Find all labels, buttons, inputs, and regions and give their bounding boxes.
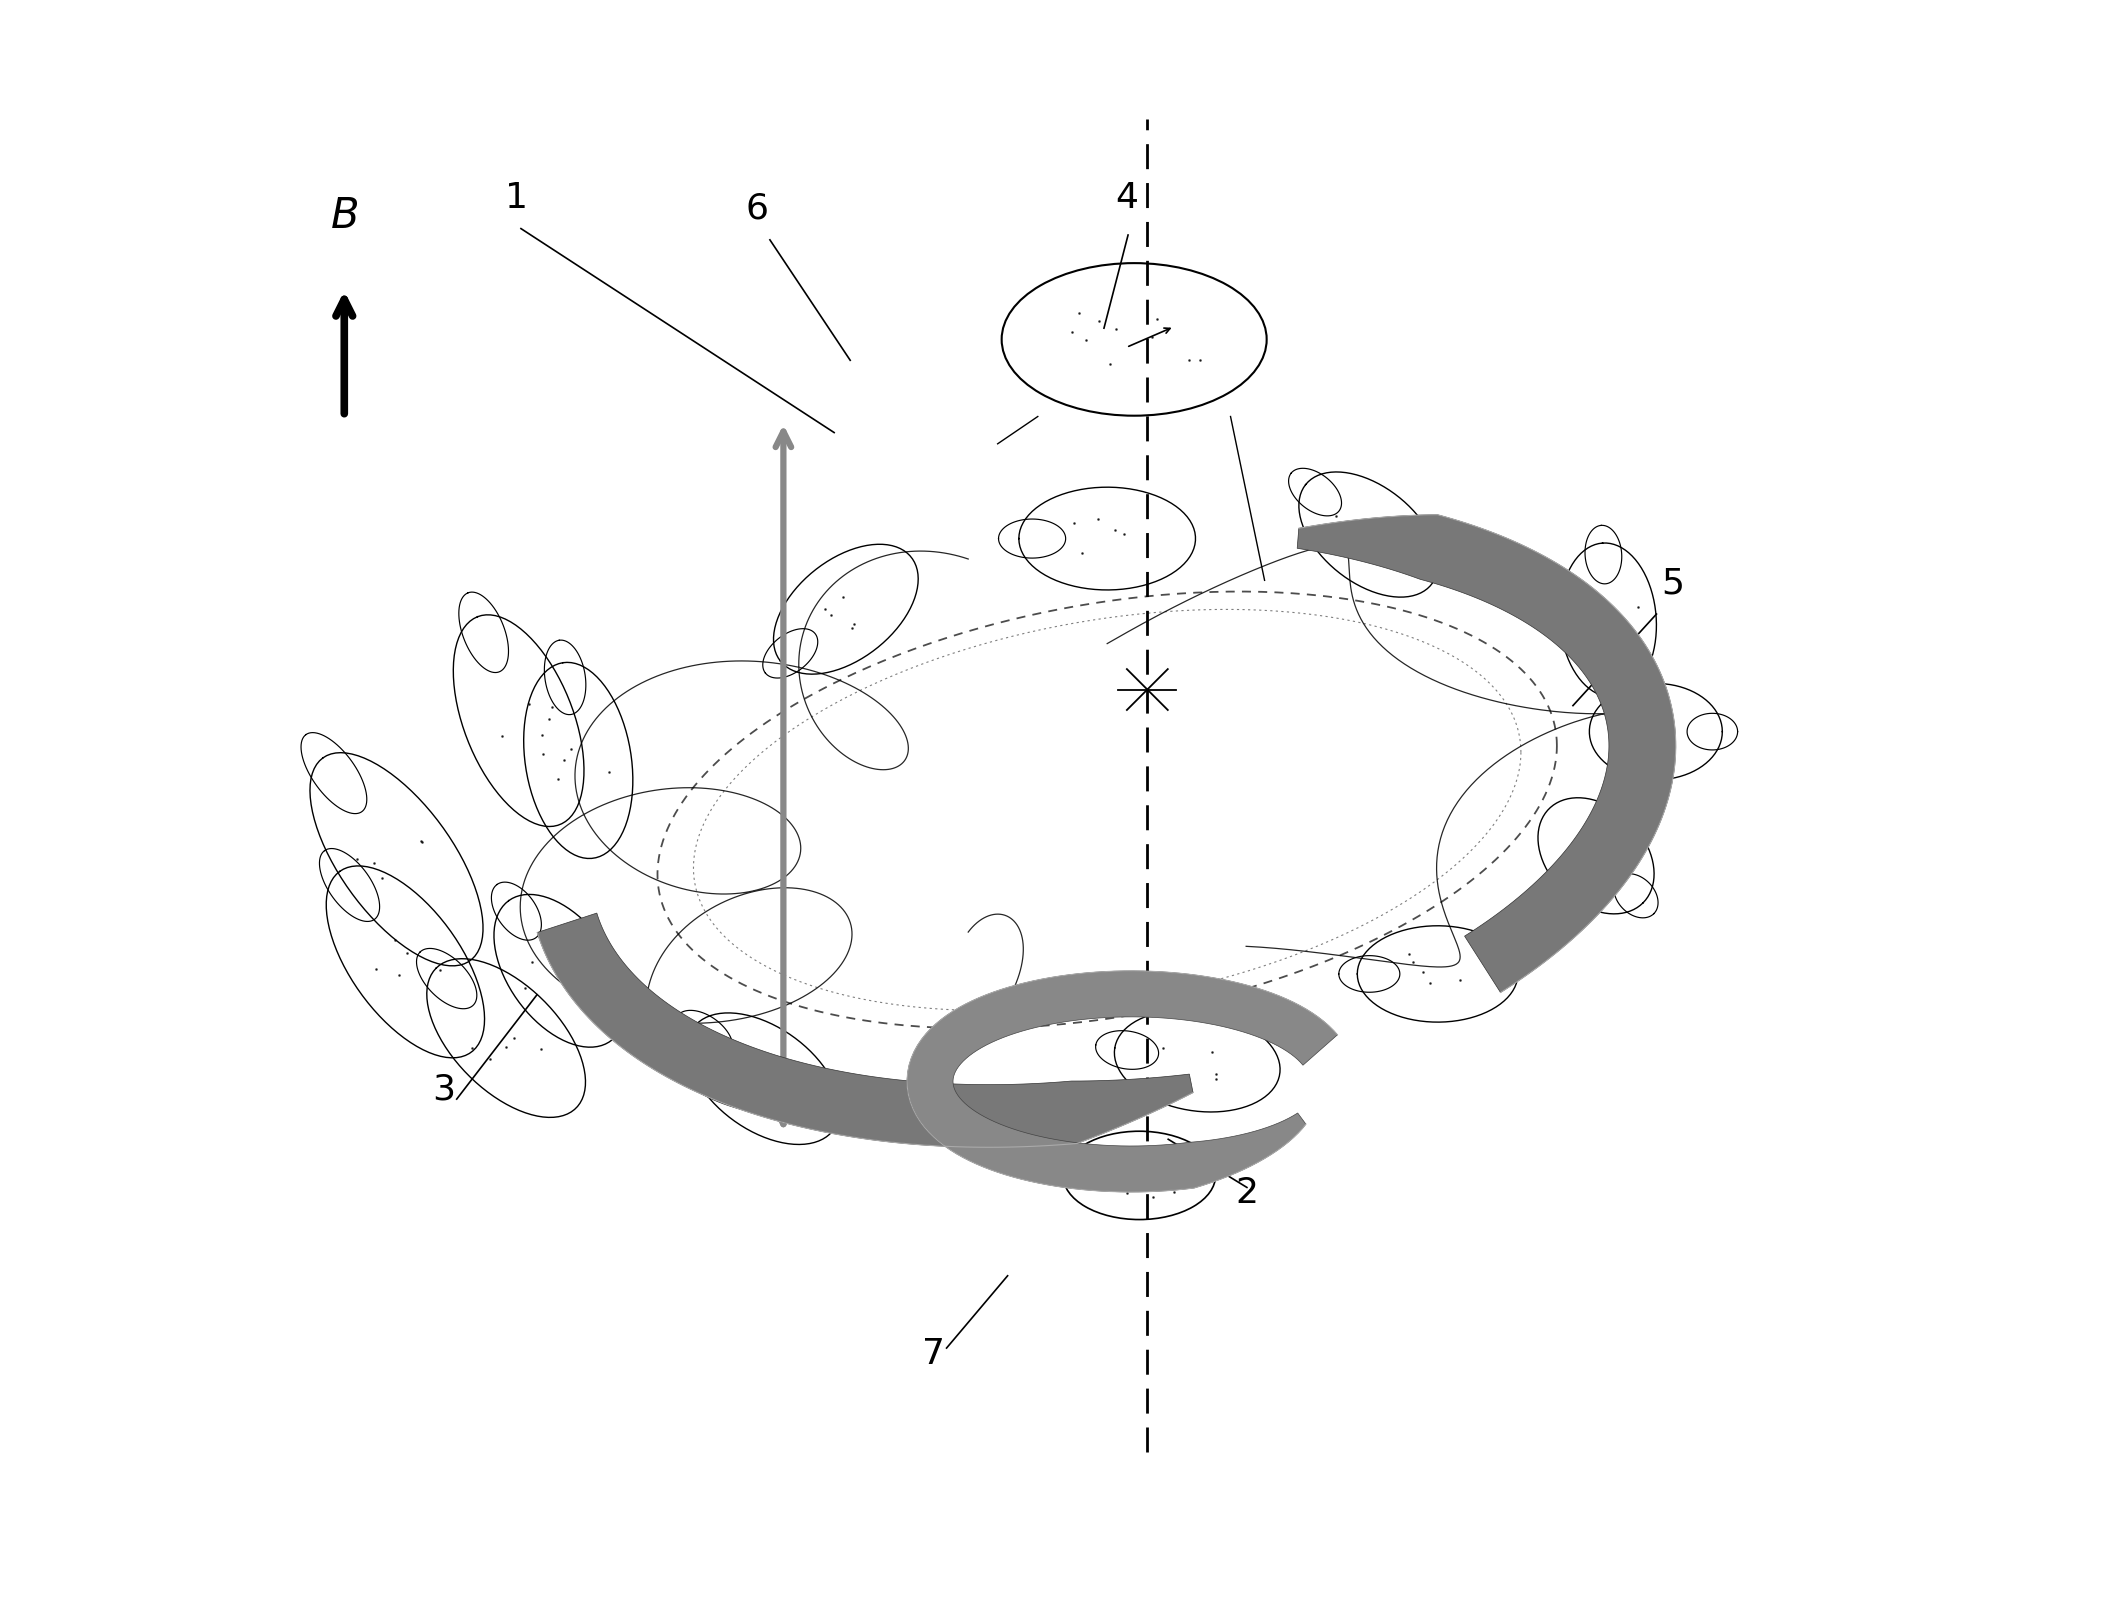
Text: 4: 4 (1116, 181, 1137, 215)
Text: 5: 5 (1661, 565, 1684, 599)
Text: 7: 7 (923, 1336, 945, 1371)
Text: 1: 1 (504, 181, 527, 215)
Polygon shape (907, 970, 1336, 1192)
Text: 6: 6 (746, 191, 769, 225)
Polygon shape (1296, 515, 1675, 993)
Text: 3: 3 (432, 1072, 455, 1106)
Polygon shape (538, 914, 1192, 1147)
Text: 2: 2 (1235, 1176, 1258, 1210)
Text: $B$: $B$ (330, 194, 358, 237)
